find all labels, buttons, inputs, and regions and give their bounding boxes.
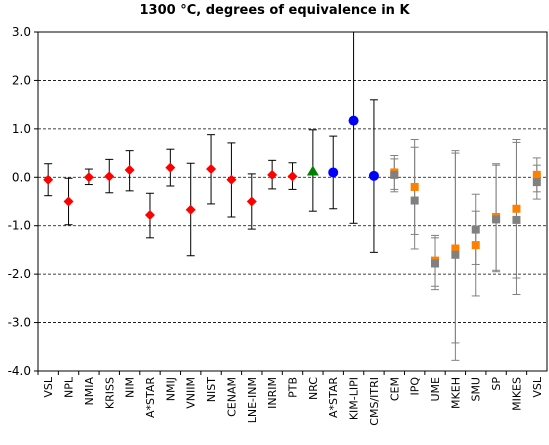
x-tick-label: CENAM (225, 377, 238, 417)
y-tick-label: -4.0 (8, 364, 31, 378)
x-tick-label: LNE-INM (246, 377, 259, 423)
data-point-diamond (43, 174, 54, 185)
data-point-square (410, 196, 419, 205)
x-tick-label: INRIM (266, 377, 279, 409)
data-point-square (471, 225, 480, 234)
data-point-diamond (206, 164, 217, 175)
data-point-diamond (104, 171, 115, 182)
y-tick-label: -3.0 (8, 316, 31, 330)
x-tick-label: VSL (531, 376, 544, 398)
x-tick-label: UME (429, 377, 442, 402)
x-tick-label: VSL (42, 376, 55, 398)
data-point-diamond (124, 165, 135, 176)
y-tick-label: 2.0 (12, 73, 31, 87)
y-tick-label: 3.0 (12, 25, 31, 39)
x-tick-label: SP (490, 377, 503, 391)
data-point-diamond (287, 171, 298, 182)
data-point-square (512, 215, 521, 224)
data-point-diamond (267, 169, 278, 180)
data-point-diamond (83, 172, 94, 183)
x-tick-label: VNIIM (185, 377, 198, 409)
data-point-square (390, 170, 399, 179)
x-tick-label: PTB (287, 377, 300, 398)
x-tick-label: KIM-LIPI (348, 377, 361, 420)
data-point-square (431, 259, 440, 268)
x-tick-label: A*STAR (144, 377, 157, 418)
x-tick-label: NIM (124, 377, 137, 398)
data-point-diamond (165, 162, 176, 173)
x-tick-label: IPQ (409, 377, 422, 396)
x-tick-label: NMIJ (164, 377, 177, 401)
data-point-diamond (63, 196, 74, 207)
data-point-square (512, 204, 521, 213)
x-tick-label: CMS/ITRI (368, 377, 381, 426)
plot-area (37, 31, 548, 372)
x-tick-label: NIST (205, 377, 218, 402)
x-tick-label: MIKES (510, 377, 523, 411)
x-tick-label: NPL (63, 376, 76, 398)
y-tick-label: 0.0 (12, 170, 31, 184)
data-point-square (492, 215, 501, 224)
x-tick-label: KRISS (103, 377, 116, 409)
x-tick-label: SMU (470, 377, 483, 402)
y-tick-label: -2.0 (8, 267, 31, 281)
x-tick-label: NRC (307, 377, 320, 400)
data-point-square (532, 170, 541, 179)
data-point-square (410, 182, 419, 191)
data-point-square (451, 250, 460, 259)
data-point-square (451, 244, 460, 253)
data-point-square (532, 178, 541, 187)
data-point-diamond (246, 196, 257, 207)
data-point-circle (368, 170, 379, 181)
data-point-circle (348, 115, 359, 126)
y-tick-label: 1.0 (12, 122, 31, 136)
data-point-square (471, 241, 480, 250)
x-tick-label: CEM (388, 377, 401, 401)
data-point-diamond (185, 204, 196, 215)
data-point-circle (328, 167, 339, 178)
y-tick-label: -1.0 (8, 219, 31, 233)
x-tick-label: MKEH (449, 377, 462, 409)
data-point-diamond (226, 174, 237, 185)
chart-title: 1300 °C, degrees of equivalence in K (139, 3, 410, 18)
data-point-diamond (144, 210, 155, 221)
data-point-triangle (306, 165, 319, 176)
x-tick-label: NMIA (83, 377, 96, 406)
x-tick-label: A*STAR (327, 377, 340, 418)
